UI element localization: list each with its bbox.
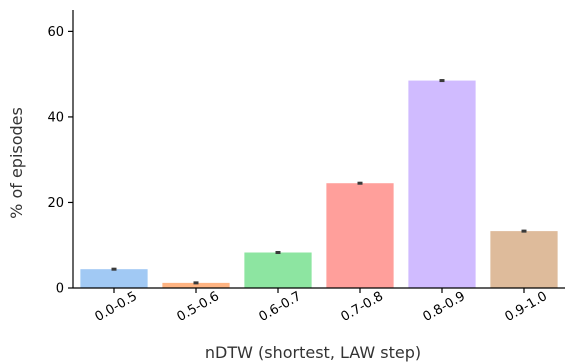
x-ticks-group: 0.0-0.5 0.5-0.6 0.6-0.7 0.7-0.8 0.8-0.9 0.9-1… bbox=[93, 288, 550, 325]
y-tick-label-40: 40 bbox=[47, 110, 64, 125]
bar-0.8-0.9 bbox=[408, 80, 476, 288]
y-ticks-group: 0 20 40 60 bbox=[47, 25, 73, 297]
x-tick-label-0.9-1.0: 0.9-1.0 bbox=[503, 289, 550, 325]
error-cap-0.6-0.7 bbox=[275, 251, 281, 255]
x-tick-label-0.7-0.8: 0.7-0.8 bbox=[339, 289, 386, 325]
error-cap-0.0-0.5 bbox=[111, 267, 117, 271]
error-cap-0.9-1.0 bbox=[521, 229, 527, 233]
bars-group bbox=[80, 80, 558, 288]
error-cap-0.7-0.8 bbox=[357, 181, 363, 185]
x-tick-label-0.8-0.9: 0.8-0.9 bbox=[421, 289, 468, 325]
x-tick-label-0.0-0.5: 0.0-0.5 bbox=[93, 289, 140, 325]
x-tick-label-0.5-0.6: 0.5-0.6 bbox=[175, 289, 222, 325]
x-tick-label-0.6-0.7: 0.6-0.7 bbox=[257, 289, 304, 325]
y-tick-label-0: 0 bbox=[56, 282, 64, 297]
y-tick-label-60: 60 bbox=[47, 25, 64, 40]
x-axis-label: nDTW (shortest, LAW step) bbox=[205, 343, 421, 362]
bar-0.6-0.7 bbox=[244, 252, 312, 288]
error-cap-0.5-0.6 bbox=[193, 281, 199, 285]
error-cap-0.8-0.9 bbox=[439, 79, 445, 83]
y-tick-label-20: 20 bbox=[47, 196, 64, 211]
bar-0.9-1.0 bbox=[490, 231, 558, 288]
bar-0.0-0.5 bbox=[80, 269, 148, 288]
error-bars-group bbox=[111, 79, 527, 285]
bar-0.5-0.6 bbox=[162, 282, 230, 288]
bar-0.7-0.8 bbox=[326, 183, 394, 288]
y-axis-label: % of episodes bbox=[7, 107, 26, 219]
